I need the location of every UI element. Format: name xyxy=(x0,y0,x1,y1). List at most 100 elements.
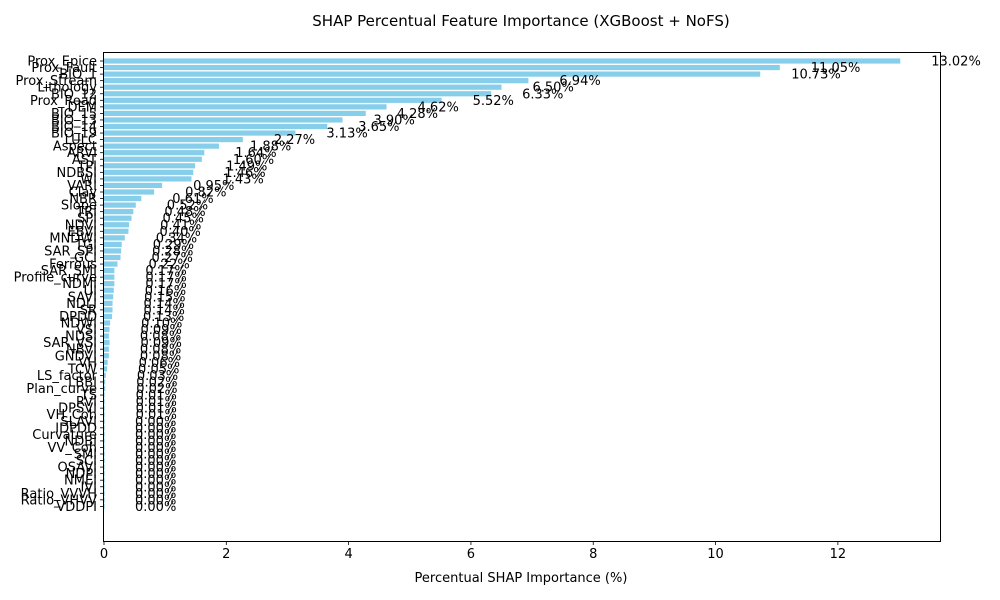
bar-BIO_12 xyxy=(104,91,492,97)
x-tick-label: 4 xyxy=(344,547,352,562)
bar-AST xyxy=(104,156,202,162)
x-tick-label: 2 xyxy=(222,547,230,562)
y-tick-label: WI xyxy=(80,172,97,187)
y-tick-label: NDWI xyxy=(61,317,97,332)
data-label: 0.14% xyxy=(144,297,185,312)
bar-Ratio_VVVH xyxy=(104,490,105,496)
bar-BIO_14 xyxy=(104,123,328,130)
data-label: 5.52% xyxy=(473,94,514,109)
data-label: 13.02% xyxy=(931,55,981,70)
data-label: 0.08% xyxy=(140,349,181,364)
y-tick-label: Lithology xyxy=(37,81,97,96)
data-label: 6.94% xyxy=(559,74,600,89)
y-tick-label: LULC xyxy=(65,133,97,148)
data-label: 0.29% xyxy=(153,238,194,253)
bar-NBR xyxy=(104,195,142,202)
bar-NBVI xyxy=(104,346,109,352)
bar-LS_factor xyxy=(104,372,106,378)
bar-Curvature xyxy=(104,431,105,437)
data-label: 0.48% xyxy=(164,205,205,220)
data-label: 0.95% xyxy=(193,179,234,194)
data-label: 1.43% xyxy=(222,172,263,187)
y-tick-label: VV_Coh xyxy=(47,441,97,456)
data-label: 0.22% xyxy=(148,258,189,273)
y-tick-label: GCI xyxy=(74,251,97,266)
data-label: 0.00% xyxy=(135,441,176,456)
data-labels: 13.02% 11.05%10.73% 6.94%6.50%6.33% 5.52% 4.… xyxy=(135,55,981,515)
y-tick-label: NDBSI xyxy=(56,166,97,181)
y-tick-label: NDLI xyxy=(66,297,97,312)
y-tick-label: RVI xyxy=(76,395,97,410)
y-tick-label: TPI xyxy=(76,159,97,174)
y-tick-label: NDBI xyxy=(65,434,98,449)
data-label: 0.02% xyxy=(136,375,177,390)
y-tick-label: BIO_12 xyxy=(51,87,97,102)
bar-SMI xyxy=(104,451,105,457)
bar-UI xyxy=(104,287,114,293)
y-tick-label: Curvature xyxy=(32,428,97,443)
y-tick-label: BIO_13 xyxy=(51,113,97,128)
y-tick-label: Ratio_VHVV xyxy=(21,493,97,508)
data-label: 0.00% xyxy=(135,474,176,489)
y-tick-label: OSAVI xyxy=(57,461,97,476)
y-tick-label: Prox_Epice xyxy=(27,55,97,70)
y-tick-label: NDVI xyxy=(65,218,97,233)
bar-TPI xyxy=(104,163,196,169)
y-tick-label: SAVI xyxy=(68,290,97,305)
data-label: 0.01% xyxy=(136,408,177,423)
data-label: 3.65% xyxy=(358,120,399,135)
bar-TGI xyxy=(104,241,122,247)
bar-ARVI xyxy=(104,150,205,156)
bar-DPDD xyxy=(104,313,112,320)
bar-BIO_1 xyxy=(104,71,761,77)
bar-TRI xyxy=(104,209,134,215)
y-tick-label: BIO_15 xyxy=(51,107,97,122)
y-tick-label: NDPI xyxy=(66,467,97,482)
data-label: 4.62% xyxy=(418,100,459,115)
data-label: 1.64% xyxy=(235,146,276,161)
y-tick-label: BIO_14 xyxy=(51,120,97,135)
bar-NDWI xyxy=(104,320,111,326)
y-tick-label: BIO_1 xyxy=(59,68,97,83)
y-tick-label: DEM xyxy=(68,100,97,115)
bar-BIO_19 xyxy=(104,130,296,136)
data-label: 0.27% xyxy=(152,251,193,266)
bar-VV_Coh xyxy=(104,444,105,451)
y-tick-label: TS xyxy=(80,389,97,404)
y-tick-label: Aspect xyxy=(53,140,97,155)
y-tick-label: SLAVI xyxy=(60,415,97,430)
bar-Prox_Epice xyxy=(104,58,901,64)
bar-Clay xyxy=(104,189,155,195)
data-label: 4.28% xyxy=(397,107,438,122)
data-label: 0.17% xyxy=(145,271,186,286)
y-tick-label: UI xyxy=(84,284,97,299)
bar-SAR_VSI xyxy=(104,340,110,346)
y-tick-label: NDSI xyxy=(65,330,97,345)
bar-DEM xyxy=(104,104,387,110)
plot-frame xyxy=(103,52,941,542)
data-label: 0.61% xyxy=(172,192,213,207)
data-label: 6.50% xyxy=(533,81,574,96)
data-label: 0.00% xyxy=(135,454,176,469)
bar-DPSVI xyxy=(104,405,105,411)
data-label: 0.01% xyxy=(136,389,177,404)
bar-IDPDD xyxy=(104,425,105,431)
y-tick-label: NDMI xyxy=(62,277,97,292)
data-label: 0.08% xyxy=(140,343,181,358)
bar-EBVI xyxy=(104,228,129,234)
data-label: 0.02% xyxy=(136,382,177,397)
y-tick-label: DPSVI xyxy=(58,402,97,417)
bar-NDPI xyxy=(104,471,105,477)
data-label: 0.41% xyxy=(160,218,201,233)
y-tick-label: GNDVI xyxy=(55,349,97,364)
data-label: 0.45% xyxy=(163,212,204,227)
bar-LBBI xyxy=(104,379,106,385)
bar-SAVI xyxy=(104,294,114,300)
bar-NDBSI xyxy=(104,169,194,175)
x-tick-label: 8 xyxy=(589,547,597,562)
y-tick-label: Plan_curve xyxy=(26,382,97,397)
data-label: 0.17% xyxy=(145,277,186,292)
bar-Prox_Road xyxy=(104,97,442,103)
y-tick-label: EBVI xyxy=(68,225,97,240)
